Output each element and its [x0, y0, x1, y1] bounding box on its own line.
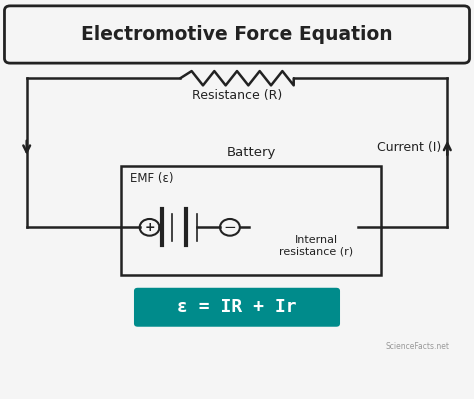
Text: Battery: Battery	[227, 146, 276, 158]
Text: EMF (ε): EMF (ε)	[130, 172, 173, 185]
Text: ScienceFacts.net: ScienceFacts.net	[386, 342, 450, 351]
Text: Current (I): Current (I)	[377, 141, 442, 154]
Text: +: +	[144, 221, 155, 234]
Text: −: −	[224, 220, 236, 235]
Text: ε = IR + Ir: ε = IR + Ir	[177, 298, 297, 316]
FancyBboxPatch shape	[4, 6, 470, 63]
Text: Electromotive Force Equation: Electromotive Force Equation	[81, 25, 393, 44]
Text: Internal
resistance (r): Internal resistance (r)	[279, 235, 353, 257]
Text: Resistance (R): Resistance (R)	[192, 89, 282, 102]
FancyBboxPatch shape	[134, 288, 340, 327]
Bar	[121, 166, 381, 275]
